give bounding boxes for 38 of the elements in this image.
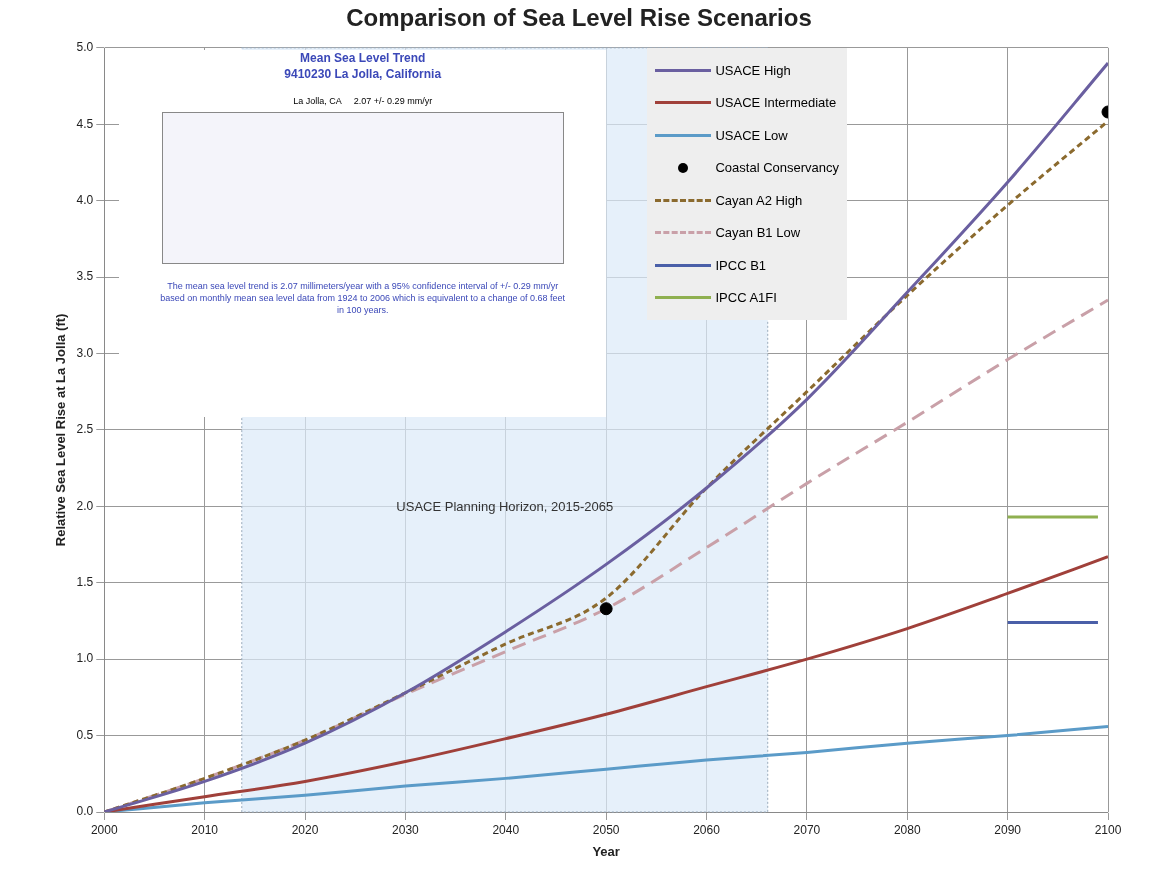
x-tick-label: 2080 [893, 822, 921, 837]
legend-label: IPCC B1 [715, 257, 767, 273]
legend-label: USACE Low [715, 127, 788, 143]
y-tick-label: 3.5 [76, 269, 94, 284]
x-tick-label: 2040 [492, 822, 520, 837]
y-tick-label: 2.5 [76, 422, 94, 437]
legend-label: Cayan B1 Low [715, 225, 801, 241]
x-axis-title: Year [592, 843, 620, 859]
x-tick-label: 2030 [392, 822, 420, 837]
y-tick-label: 2.0 [76, 498, 94, 513]
x-tick-label: 2100 [1094, 822, 1122, 837]
legend-label: USACE Intermediate [715, 95, 837, 111]
y-tick-label: 0.0 [76, 804, 94, 819]
y-tick-label: 0.5 [76, 727, 94, 742]
y-axis-title: Relative Sea Level Rise at La Jolla (ft) [53, 313, 69, 547]
y-tick-label: 5.0 [76, 40, 94, 55]
y-tick-label: 4.0 [76, 192, 94, 207]
x-tick-label: 2020 [291, 822, 319, 837]
x-tick-label: 2010 [191, 822, 219, 837]
annotation: Mean Sea Level Trend [299, 49, 427, 66]
x-tick-label: 2060 [693, 822, 721, 837]
y-tick-label: 4.5 [76, 116, 94, 131]
annotation: La Jolla, CA 2.07 +/- 0.29 mm/yr [292, 95, 434, 106]
x-tick-label: 2090 [994, 822, 1022, 837]
y-tick-label: 1.0 [76, 651, 94, 666]
annotation: The mean sea level trend is 2.07 millimeters/year with a 95% confidence interval of +/- 0.29 mm/yr based on monthly mean sea level data from 1924 to 2006 which is equivalent to a change of 0.68 feet in 100 years. [159, 279, 567, 316]
chart-title: Comparison of Sea Level Rise Scenarios [346, 4, 812, 32]
y-tick-label: 3.0 [76, 345, 94, 360]
x-tick-label: 2000 [90, 822, 118, 837]
annotation: 9410230 La Jolla, California [283, 65, 443, 82]
y-tick-label: 1.5 [76, 575, 94, 590]
legend-label: IPCC A1FI [715, 290, 777, 306]
legend-label: Cayan A2 High [715, 192, 803, 208]
legend-label: USACE High [715, 62, 791, 78]
band-label: USACE Planning Horizon, 2015-2065 [396, 498, 614, 514]
legend-label: Coastal Conservancy [715, 160, 840, 176]
x-tick-label: 2050 [592, 822, 620, 837]
x-tick-label: 2070 [793, 822, 821, 837]
